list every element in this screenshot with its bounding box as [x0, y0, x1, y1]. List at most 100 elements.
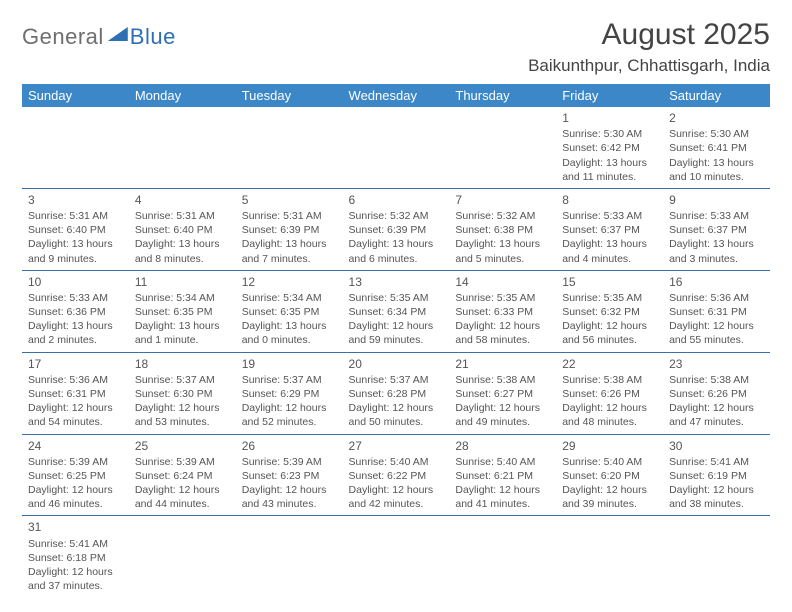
calendar-empty-cell — [129, 516, 236, 597]
daylight-text: Daylight: 12 hours and 47 minutes. — [669, 401, 764, 429]
calendar-day-cell: 14Sunrise: 5:35 AMSunset: 6:33 PMDayligh… — [449, 270, 556, 352]
sunset-text: Sunset: 6:32 PM — [562, 305, 657, 319]
sunset-text: Sunset: 6:42 PM — [562, 141, 657, 155]
calendar-day-cell: 18Sunrise: 5:37 AMSunset: 6:30 PMDayligh… — [129, 352, 236, 434]
calendar-day-cell: 1Sunrise: 5:30 AMSunset: 6:42 PMDaylight… — [556, 107, 663, 188]
logo: General Blue — [22, 24, 176, 50]
sunrise-text: Sunrise: 5:36 AM — [28, 373, 123, 387]
daylight-text: Daylight: 12 hours and 37 minutes. — [28, 565, 123, 593]
calendar-day-cell: 26Sunrise: 5:39 AMSunset: 6:23 PMDayligh… — [236, 434, 343, 516]
calendar-day-cell: 7Sunrise: 5:32 AMSunset: 6:38 PMDaylight… — [449, 188, 556, 270]
day-number: 21 — [455, 356, 550, 372]
day-number: 16 — [669, 274, 764, 290]
day-number: 5 — [242, 192, 337, 208]
sunrise-text: Sunrise: 5:40 AM — [455, 455, 550, 469]
daylight-text: Daylight: 13 hours and 1 minute. — [135, 319, 230, 347]
sunset-text: Sunset: 6:19 PM — [669, 469, 764, 483]
sunset-text: Sunset: 6:18 PM — [28, 551, 123, 565]
day-number: 24 — [28, 438, 123, 454]
day-number: 27 — [349, 438, 444, 454]
calendar-day-cell: 6Sunrise: 5:32 AMSunset: 6:39 PMDaylight… — [343, 188, 450, 270]
sunrise-text: Sunrise: 5:40 AM — [349, 455, 444, 469]
daylight-text: Daylight: 13 hours and 10 minutes. — [669, 156, 764, 184]
daylight-text: Daylight: 13 hours and 8 minutes. — [135, 237, 230, 265]
day-number: 20 — [349, 356, 444, 372]
day-number: 18 — [135, 356, 230, 372]
calendar-day-cell: 22Sunrise: 5:38 AMSunset: 6:26 PMDayligh… — [556, 352, 663, 434]
calendar-empty-cell — [129, 107, 236, 188]
sunrise-text: Sunrise: 5:35 AM — [349, 291, 444, 305]
weekday-header: Saturday — [663, 84, 770, 107]
calendar-day-cell: 28Sunrise: 5:40 AMSunset: 6:21 PMDayligh… — [449, 434, 556, 516]
sunrise-text: Sunrise: 5:34 AM — [135, 291, 230, 305]
sunset-text: Sunset: 6:24 PM — [135, 469, 230, 483]
day-number: 7 — [455, 192, 550, 208]
sunrise-text: Sunrise: 5:35 AM — [562, 291, 657, 305]
sunset-text: Sunset: 6:22 PM — [349, 469, 444, 483]
sunset-text: Sunset: 6:34 PM — [349, 305, 444, 319]
day-number: 11 — [135, 274, 230, 290]
day-number: 4 — [135, 192, 230, 208]
sunrise-text: Sunrise: 5:33 AM — [28, 291, 123, 305]
sunrise-text: Sunrise: 5:37 AM — [349, 373, 444, 387]
location: Baikunthpur, Chhattisgarh, India — [528, 56, 770, 76]
calendar-day-cell: 21Sunrise: 5:38 AMSunset: 6:27 PMDayligh… — [449, 352, 556, 434]
month-title: August 2025 — [528, 18, 770, 52]
day-number: 23 — [669, 356, 764, 372]
calendar-day-cell: 3Sunrise: 5:31 AMSunset: 6:40 PMDaylight… — [22, 188, 129, 270]
sunset-text: Sunset: 6:31 PM — [669, 305, 764, 319]
sunset-text: Sunset: 6:25 PM — [28, 469, 123, 483]
sunrise-text: Sunrise: 5:39 AM — [242, 455, 337, 469]
sunset-text: Sunset: 6:40 PM — [135, 223, 230, 237]
weekday-header: Thursday — [449, 84, 556, 107]
day-number: 17 — [28, 356, 123, 372]
sunrise-text: Sunrise: 5:38 AM — [562, 373, 657, 387]
sunset-text: Sunset: 6:26 PM — [669, 387, 764, 401]
day-number: 26 — [242, 438, 337, 454]
sunrise-text: Sunrise: 5:30 AM — [669, 127, 764, 141]
calendar-day-cell: 19Sunrise: 5:37 AMSunset: 6:29 PMDayligh… — [236, 352, 343, 434]
day-number: 14 — [455, 274, 550, 290]
daylight-text: Daylight: 13 hours and 7 minutes. — [242, 237, 337, 265]
daylight-text: Daylight: 12 hours and 38 minutes. — [669, 483, 764, 511]
daylight-text: Daylight: 12 hours and 39 minutes. — [562, 483, 657, 511]
weekday-header: Friday — [556, 84, 663, 107]
weekday-header: Monday — [129, 84, 236, 107]
sunset-text: Sunset: 6:35 PM — [135, 305, 230, 319]
day-number: 8 — [562, 192, 657, 208]
calendar-week-row: 1Sunrise: 5:30 AMSunset: 6:42 PMDaylight… — [22, 107, 770, 188]
calendar-day-cell: 12Sunrise: 5:34 AMSunset: 6:35 PMDayligh… — [236, 270, 343, 352]
calendar-day-cell: 30Sunrise: 5:41 AMSunset: 6:19 PMDayligh… — [663, 434, 770, 516]
sunrise-text: Sunrise: 5:31 AM — [242, 209, 337, 223]
sunset-text: Sunset: 6:23 PM — [242, 469, 337, 483]
calendar-table: SundayMondayTuesdayWednesdayThursdayFrid… — [22, 84, 770, 597]
calendar-empty-cell — [343, 107, 450, 188]
calendar-day-cell: 24Sunrise: 5:39 AMSunset: 6:25 PMDayligh… — [22, 434, 129, 516]
sunrise-text: Sunrise: 5:37 AM — [135, 373, 230, 387]
sunset-text: Sunset: 6:29 PM — [242, 387, 337, 401]
daylight-text: Daylight: 12 hours and 50 minutes. — [349, 401, 444, 429]
calendar-week-row: 3Sunrise: 5:31 AMSunset: 6:40 PMDaylight… — [22, 188, 770, 270]
calendar-body: 1Sunrise: 5:30 AMSunset: 6:42 PMDaylight… — [22, 107, 770, 597]
daylight-text: Daylight: 12 hours and 55 minutes. — [669, 319, 764, 347]
sunrise-text: Sunrise: 5:31 AM — [135, 209, 230, 223]
sunrise-text: Sunrise: 5:41 AM — [669, 455, 764, 469]
title-block: August 2025 Baikunthpur, Chhattisgarh, I… — [528, 18, 770, 76]
sunrise-text: Sunrise: 5:40 AM — [562, 455, 657, 469]
daylight-text: Daylight: 12 hours and 43 minutes. — [242, 483, 337, 511]
daylight-text: Daylight: 13 hours and 2 minutes. — [28, 319, 123, 347]
logo-text-general: General — [22, 24, 104, 50]
day-number: 28 — [455, 438, 550, 454]
daylight-text: Daylight: 13 hours and 11 minutes. — [562, 156, 657, 184]
day-number: 19 — [242, 356, 337, 372]
sunset-text: Sunset: 6:33 PM — [455, 305, 550, 319]
sunset-text: Sunset: 6:26 PM — [562, 387, 657, 401]
sunrise-text: Sunrise: 5:38 AM — [455, 373, 550, 387]
day-number: 3 — [28, 192, 123, 208]
daylight-text: Daylight: 12 hours and 58 minutes. — [455, 319, 550, 347]
sunset-text: Sunset: 6:37 PM — [562, 223, 657, 237]
calendar-day-cell: 29Sunrise: 5:40 AMSunset: 6:20 PMDayligh… — [556, 434, 663, 516]
day-number: 6 — [349, 192, 444, 208]
day-number: 13 — [349, 274, 444, 290]
sunrise-text: Sunrise: 5:30 AM — [562, 127, 657, 141]
